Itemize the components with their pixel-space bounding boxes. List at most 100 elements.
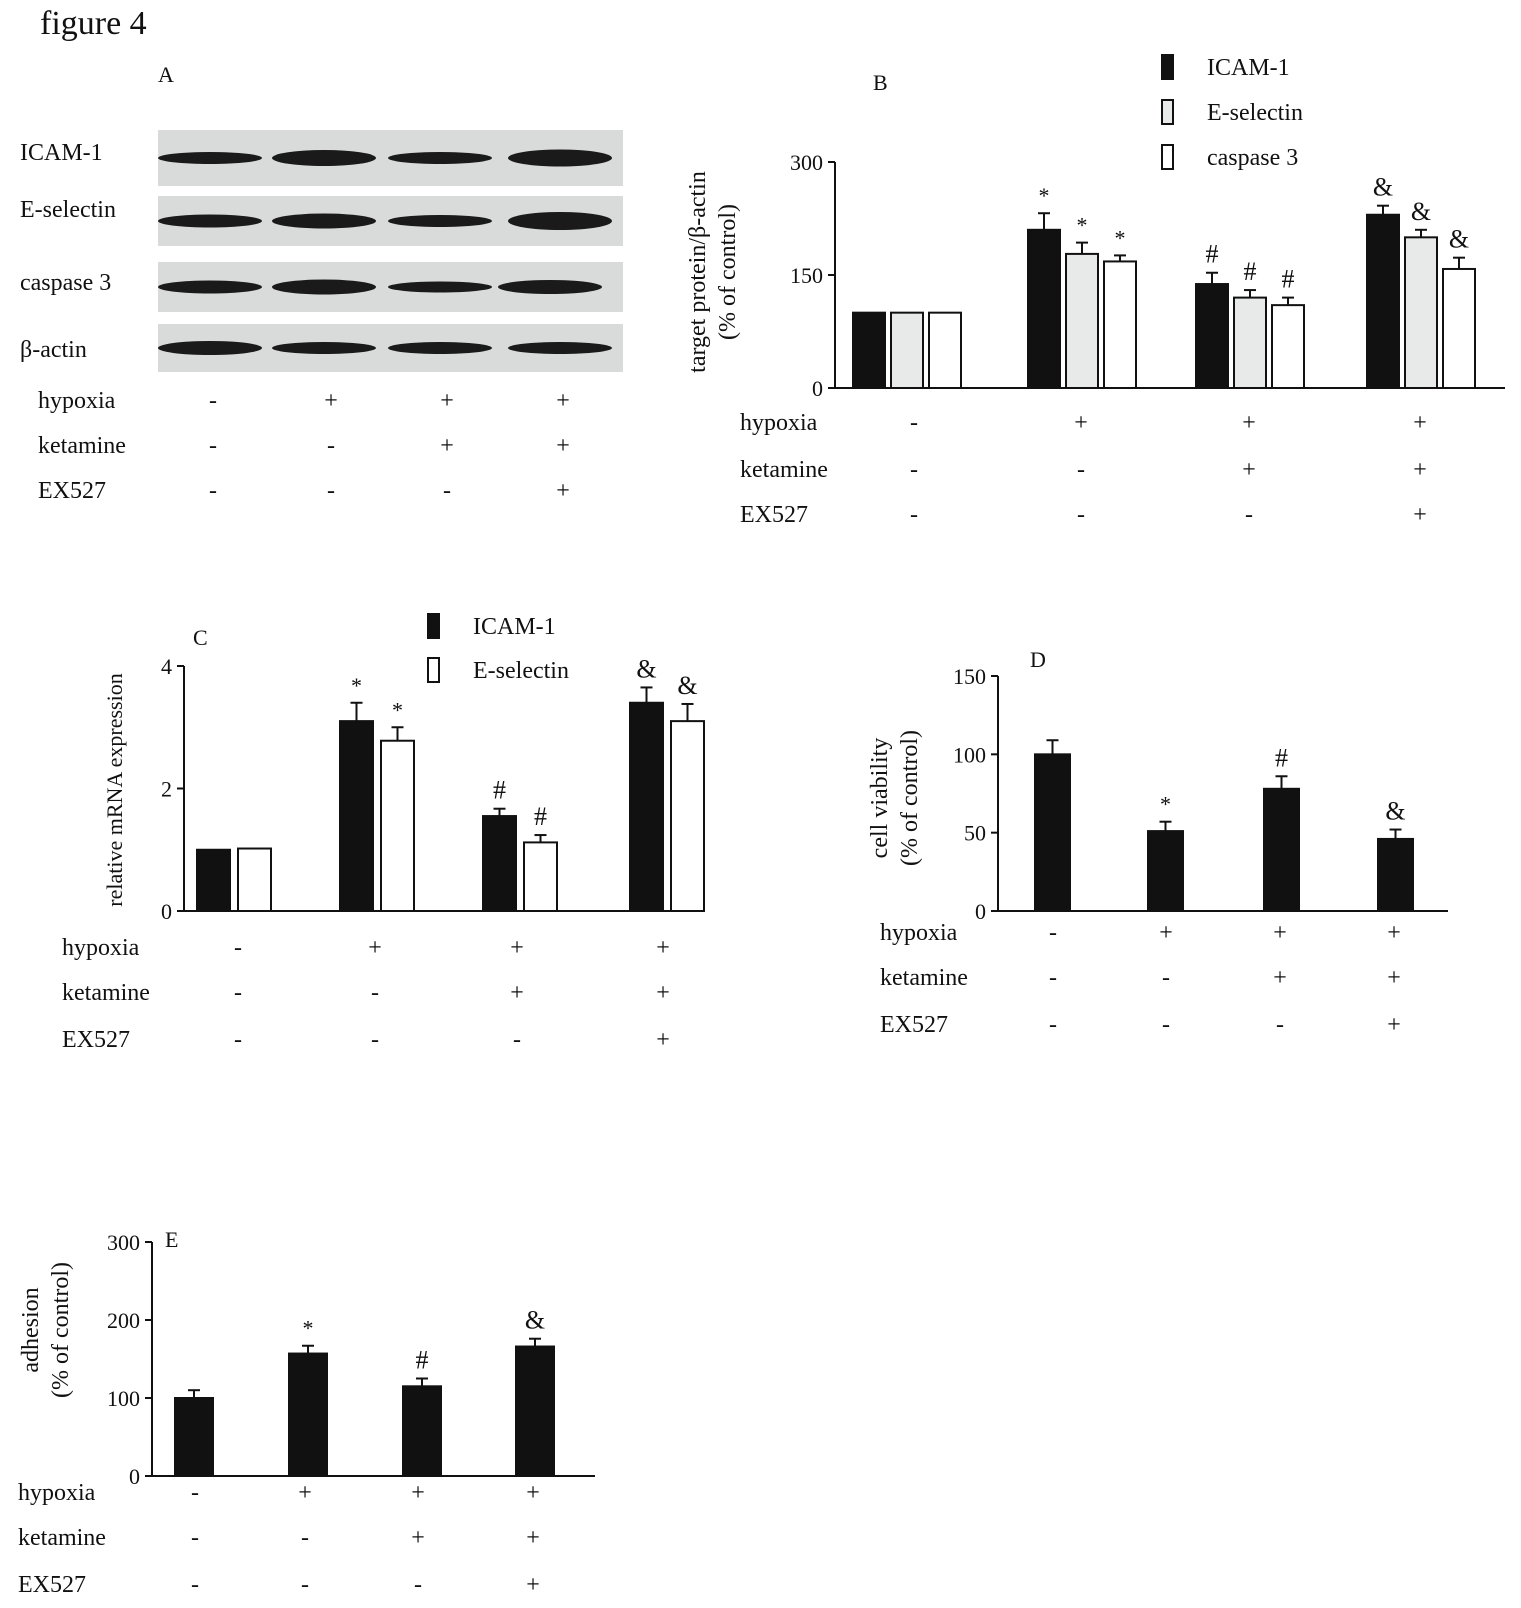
- c-cond-1-ex527: -: [234, 1027, 242, 1053]
- panel-c-chart: C relative mRNA expression 0 2 4 * * # # && ICA…: [62, 613, 705, 1053]
- b-cond-4-ex527: +: [1413, 502, 1427, 528]
- panel-e-ylabel-line2: (% of control): [48, 1262, 74, 1398]
- e-bar-1-2: [288, 1352, 328, 1478]
- c-cond-1-ketamine: -: [234, 980, 242, 1006]
- d-ytick-label-3: 150: [953, 664, 986, 689]
- d-cond-4-hypoxia: +: [1387, 920, 1401, 946]
- b-cond-3-ketamine: +: [1242, 457, 1256, 483]
- e-bar-1-4: [515, 1345, 555, 1478]
- panel-c-letter: C: [193, 625, 208, 650]
- c-cond-3-hypoxia: +: [510, 935, 524, 961]
- blot-band-2-2: [272, 213, 376, 229]
- e-cond-1-hypoxia: -: [191, 1480, 199, 1506]
- e-row-label-ketamine: ketamine: [18, 1525, 106, 1551]
- d-cond-1-hypoxia: -: [1049, 920, 1057, 946]
- b-ytick-label-2: 300: [790, 150, 823, 175]
- panel-b-ylabel-line1: target protein/β-actin: [685, 171, 711, 373]
- e-marker-1-4: &: [525, 1306, 545, 1335]
- b-marker-1-2: *: [1039, 183, 1050, 208]
- a-cond-2-ex527: -: [327, 478, 335, 504]
- blot-band-4-3: [388, 342, 492, 354]
- c-marker-1-2: *: [351, 673, 362, 698]
- panel-e-chart: E adhesion (% of control) 0100200300*#& …: [18, 1227, 595, 1598]
- a-cond-4-ketamine: +: [556, 433, 570, 459]
- panel-d-chart: D cell viability (% of control) 0 50 100 15…: [867, 647, 1448, 1038]
- d-row-label-ketamine: ketamine: [880, 965, 968, 991]
- a-cond-3-hypoxia: +: [440, 388, 454, 414]
- d-cond-3-ex527: -: [1276, 1012, 1284, 1038]
- c-cond-4-ketamine: +: [656, 980, 670, 1006]
- b-bar-1-3: [1195, 283, 1229, 390]
- b-cond-3-hypoxia: +: [1242, 410, 1256, 436]
- d-cond-3-ketamine: +: [1273, 965, 1287, 991]
- e-bar-1-1: [174, 1397, 214, 1477]
- panel-b-letter: B: [873, 70, 888, 95]
- a-cond-1-ex527: -: [209, 478, 217, 504]
- c-bar-2-3: [523, 841, 558, 913]
- blot-band-3-1: [158, 280, 262, 294]
- blot-band-2-3: [388, 215, 492, 227]
- d-cond-2-hypoxia: +: [1159, 920, 1173, 946]
- c-bar-1-2: [339, 720, 374, 912]
- b-bar-2-2: [1065, 252, 1099, 389]
- panel-b-ylabel-line2: (% of control): [715, 204, 741, 340]
- d-cond-4-ketamine: +: [1387, 965, 1401, 991]
- e-bar-1-3: [402, 1385, 442, 1478]
- e-cond-4-ketamine: +: [526, 1525, 540, 1551]
- b-marker-2-2: *: [1077, 213, 1088, 238]
- b-legend-label-3: caspase 3: [1207, 145, 1298, 171]
- d-bar-1-2: [1147, 830, 1184, 912]
- a-cond-1-ketamine: -: [209, 433, 217, 459]
- e-ytick-label-3: 300: [107, 1230, 140, 1255]
- c-bar-1-3: [482, 815, 517, 912]
- panel-b-chart: B target protein/β-actin (% of control) …: [685, 54, 1505, 528]
- c-cond-2-hypoxia: +: [368, 935, 382, 961]
- b-cond-2-ketamine: -: [1077, 457, 1085, 483]
- c-cond-2-ketamine: -: [371, 980, 379, 1006]
- b-cond-4-ketamine: +: [1413, 457, 1427, 483]
- c-bar-2-1: [237, 847, 272, 913]
- d-marker-1-4: &: [1385, 797, 1405, 826]
- c-bar-1-1: [196, 848, 231, 912]
- b-cond-2-ex527: -: [1077, 502, 1085, 528]
- c-marker-1-4: &: [636, 654, 656, 683]
- panel-a-western-blot: A ICAM-1 E-selectin caspase 3 β-actin hypox…: [20, 62, 623, 504]
- blot-label-1: ICAM-1: [20, 140, 103, 166]
- b-legend-label-1: ICAM-1: [1207, 55, 1290, 81]
- blot-band-1-1: [158, 152, 262, 164]
- b-legend-label-2: E-selectin: [1207, 100, 1303, 126]
- e-cond-2-ex527: -: [301, 1572, 309, 1598]
- c-row-label-hypoxia: hypoxia: [62, 935, 140, 961]
- d-row-label-ex527: EX527: [880, 1012, 948, 1038]
- e-cond-1-ex527: -: [191, 1572, 199, 1598]
- b-bar-1-1: [852, 311, 886, 389]
- b-cond-4-hypoxia: +: [1413, 410, 1427, 436]
- c-cond-4-ex527: +: [656, 1027, 670, 1053]
- b-row-label-ex527: EX527: [740, 502, 808, 528]
- panel-e-letter: E: [165, 1227, 178, 1252]
- c-ytick-label-2: 4: [161, 654, 172, 679]
- a-cond-4-ex527: +: [556, 478, 570, 504]
- c-cond-2-ex527: -: [371, 1027, 379, 1053]
- e-ytick-label-0: 0: [129, 1464, 140, 1489]
- c-bar-2-2: [380, 739, 415, 912]
- b-cond-1-ketamine: -: [910, 457, 918, 483]
- panel-d-ylabel-line2: (% of control): [897, 730, 923, 866]
- c-row-label-ex527: EX527: [62, 1027, 130, 1053]
- d-bar-1-1: [1034, 753, 1071, 912]
- b-legend-swatch-1: [1161, 54, 1174, 80]
- c-cond-3-ex527: -: [513, 1027, 521, 1053]
- a-cond-1-hypoxia: -: [209, 388, 217, 414]
- c-ytick-label-1: 2: [161, 777, 172, 802]
- panel-a-letter: A: [158, 62, 174, 87]
- d-cond-2-ketamine: -: [1162, 965, 1170, 991]
- a-row-label-hypoxia: hypoxia: [38, 388, 116, 414]
- b-cond-1-hypoxia: -: [910, 410, 918, 436]
- panel-d-letter: D: [1030, 647, 1046, 672]
- b-bar-1-2: [1027, 228, 1061, 389]
- d-cond-4-ex527: +: [1387, 1012, 1401, 1038]
- d-cond-1-ketamine: -: [1049, 965, 1057, 991]
- b-marker-3-2: *: [1115, 225, 1126, 250]
- e-cond-3-ketamine: +: [411, 1525, 425, 1551]
